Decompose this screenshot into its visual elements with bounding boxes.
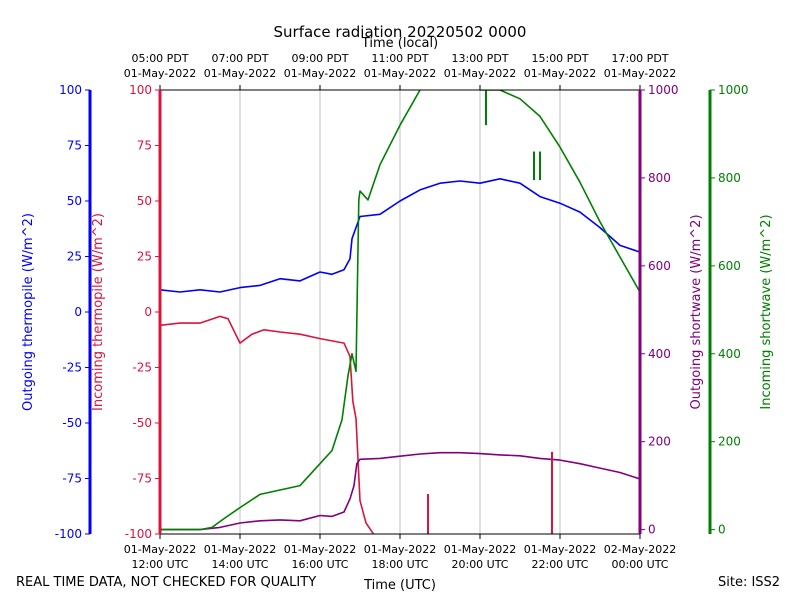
y-tick-label: 0	[144, 305, 152, 319]
y-tick-label: -25	[132, 361, 152, 375]
y-tick-label: 75	[137, 139, 152, 153]
y-tick-label: 400	[648, 347, 671, 361]
y-tick-label: 50	[67, 194, 82, 208]
y-tick-label: -25	[62, 361, 82, 375]
y-axis-title: Incoming shortwave (W/m^2)	[759, 214, 774, 409]
x-tick-label-date: 01-May-2022	[364, 543, 436, 556]
x-tick-label-date: 01-May-2022	[284, 543, 356, 556]
y-tick-label: -75	[62, 472, 82, 486]
series-line	[160, 90, 640, 531]
y-axis-title: Outgoing shortwave (W/m^2)	[689, 214, 704, 409]
top-tick-label-date: 01-May-2022	[124, 67, 196, 80]
y-tick-label: 0	[648, 523, 656, 537]
y-tick-label: 800	[648, 171, 671, 185]
top-axis-title: Time (local)	[361, 36, 438, 51]
y-tick-label: 600	[718, 259, 741, 273]
y-tick-label: 800	[718, 171, 741, 185]
quality-disclaimer: REAL TIME DATA, NOT CHECKED FOR QUALITY	[16, 575, 317, 590]
top-tick-label-time: 05:00 PDT	[131, 52, 188, 65]
y-tick-label: 200	[718, 435, 741, 449]
x-tick-label-date: 02-May-2022	[604, 543, 676, 556]
gridlines	[239, 90, 561, 534]
top-tick-label-time: 07:00 PDT	[211, 52, 268, 65]
top-tick-label-time: 17:00 PDT	[611, 52, 668, 65]
x-tick-label-time: 12:00 UTC	[131, 558, 188, 571]
x-tick-label-time: 00:00 UTC	[611, 558, 668, 571]
y-tick-label: 0	[718, 523, 726, 537]
y-axis-title: Outgoing thermopile (W/m^2)	[21, 213, 36, 411]
y-tick-label: 1000	[718, 83, 749, 97]
y-tick-label: 100	[59, 83, 82, 97]
x-tick-label-time: 14:00 UTC	[211, 558, 268, 571]
x-tick-label-date: 01-May-2022	[524, 543, 596, 556]
series-line	[160, 178, 640, 293]
series-line	[160, 315, 375, 534]
top-tick-label-time: 11:00 PDT	[371, 52, 428, 65]
y-tick-label: 0	[74, 305, 82, 319]
top-tick-label-date: 01-May-2022	[524, 67, 596, 80]
y-tick-label: 25	[67, 250, 82, 264]
top-tick-label-time: 15:00 PDT	[531, 52, 588, 65]
x-tick-label-date: 01-May-2022	[204, 543, 276, 556]
y-tick-label: 75	[67, 139, 82, 153]
x-tick-label-date: 01-May-2022	[444, 543, 516, 556]
site-label: Site: ISS2	[718, 575, 781, 590]
x-axis-title: Time (UTC)	[363, 578, 436, 593]
chart-title: Surface radiation 20220502 0000	[274, 23, 527, 41]
y-tick-label: 600	[648, 259, 671, 273]
y-tick-label: -100	[125, 527, 152, 541]
top-tick-label-date: 01-May-2022	[284, 67, 356, 80]
y-tick-label: 100	[129, 83, 152, 97]
top-tick-label-time: 09:00 PDT	[291, 52, 348, 65]
x-tick-label-time: 18:00 UTC	[371, 558, 428, 571]
x-tick-label-time: 16:00 UTC	[291, 558, 348, 571]
y-tick-label: -75	[132, 472, 152, 486]
y-tick-label: -100	[55, 527, 82, 541]
series-layer	[160, 90, 640, 534]
x-tick-label-time: 22:00 UTC	[531, 558, 588, 571]
y-tick-label: 400	[718, 347, 741, 361]
top-tick-label-date: 01-May-2022	[204, 67, 276, 80]
y-tick-label: -50	[62, 416, 82, 430]
top-tick-label-date: 01-May-2022	[364, 67, 436, 80]
y-tick-label: 50	[137, 194, 152, 208]
y-tick-label: 1000	[648, 83, 679, 97]
x-tick-label-time: 20:00 UTC	[451, 558, 508, 571]
y-tick-label: 200	[648, 435, 671, 449]
y-tick-label: 25	[137, 250, 152, 264]
series-line	[160, 451, 640, 531]
y-tick-label: -50	[132, 416, 152, 430]
top-tick-label-time: 13:00 PDT	[451, 52, 508, 65]
x-tick-label-date: 01-May-2022	[124, 543, 196, 556]
top-tick-label-date: 01-May-2022	[444, 67, 516, 80]
y-axis-title: Incoming thermopile (W/m^2)	[91, 213, 106, 411]
axes: 01-May-2022 12:00 UTC 01-May-2022 14:00 UTC…	[21, 52, 774, 571]
top-tick-label-date: 01-May-2022	[604, 67, 676, 80]
